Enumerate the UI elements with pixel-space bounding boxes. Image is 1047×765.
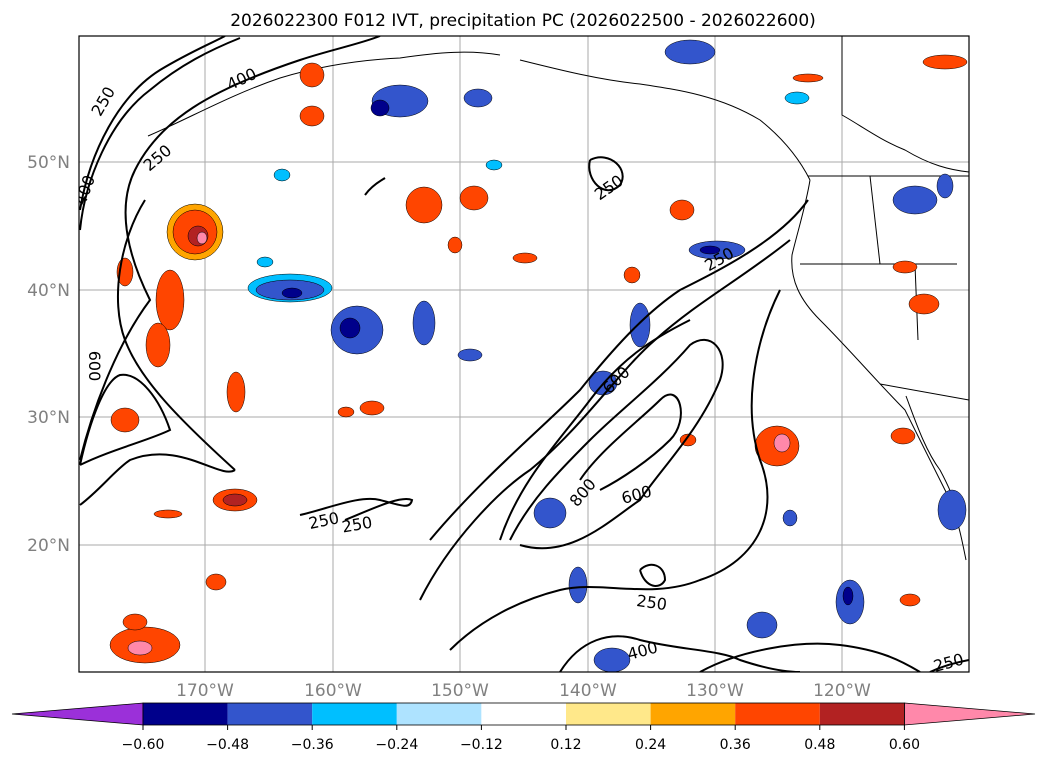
precip-cell: [405, 186, 443, 224]
colorbar-segment: [481, 703, 566, 725]
precip-cell: [629, 302, 651, 348]
lon-label: 170°W: [176, 681, 234, 701]
contour-label: 600: [85, 351, 104, 382]
precip-cell: [899, 593, 921, 607]
precip-cell: [908, 293, 940, 315]
graticule: [79, 36, 969, 672]
precip-cell: [299, 62, 325, 88]
precip-cell: [222, 493, 248, 507]
precip-cell: [936, 173, 954, 199]
precip-cell: [205, 573, 227, 591]
colorbar-outline: [142, 702, 905, 726]
lat-label: 40°N: [27, 281, 70, 301]
precip-cell: [669, 199, 695, 221]
precip-cell: [792, 73, 824, 83]
precip-cell: [281, 287, 303, 299]
precip-cell: [937, 489, 967, 531]
precip-cell: [623, 266, 641, 284]
colorbar-extend-right: [904, 702, 1036, 726]
precip-cell: [842, 586, 854, 606]
lat-label: 20°N: [27, 536, 70, 556]
lat-axis: 50°N 40°N 30°N 20°N: [27, 153, 70, 556]
lon-axis: 170°W 160°W 150°W 140°W 130°W 120°W: [176, 681, 871, 701]
colorbar-segment: [312, 703, 397, 725]
colorbar-segment: [819, 703, 905, 725]
precip-cell: [784, 91, 810, 105]
precip-cell: [110, 407, 140, 433]
lon-label: 120°W: [813, 681, 871, 701]
figure-title: 2026022300 F012 IVT, precipitation PC (2…: [230, 11, 816, 31]
colorbar-tick-label: −0.60: [122, 737, 165, 753]
lon-label: 140°W: [559, 681, 617, 701]
colorbar-tick-label: −0.12: [460, 737, 503, 753]
precip-cell: [485, 159, 503, 171]
precip-cell: [155, 269, 185, 331]
colorbar-ticks: [142, 725, 905, 730]
lon-label: 130°W: [686, 681, 744, 701]
colorbar-tick-label: −0.36: [291, 737, 334, 753]
colorbar-tick-label: −0.48: [206, 737, 249, 753]
lat-label: 30°N: [27, 408, 70, 428]
map-frame: [78, 35, 970, 673]
precip-cell: [890, 427, 916, 445]
colorbar-tick-label: 0.36: [720, 737, 751, 753]
precip-cell: [153, 509, 183, 519]
lat-label: 50°N: [27, 153, 70, 173]
precip-cell: [664, 39, 716, 65]
precip-shading: [109, 39, 968, 672]
colorbar-segment: [143, 703, 228, 725]
contour-label: 250: [635, 591, 668, 614]
precip-cell: [463, 88, 493, 108]
colorbar-segment: [735, 703, 820, 725]
colorbar-segment: [396, 703, 482, 725]
lon-label: 160°W: [304, 681, 362, 701]
precip-cell: [127, 640, 153, 656]
colorbar-tick-label: 0.12: [550, 737, 581, 753]
precip-cell: [359, 400, 385, 416]
contour-label: 250: [931, 650, 965, 676]
precip-cell: [299, 105, 325, 127]
colorbar-segment: [227, 703, 313, 725]
colorbar-segment: [566, 703, 651, 725]
precip-cell: [370, 99, 390, 117]
colorbar-tick-label: −0.24: [375, 737, 418, 753]
precip-cell: [196, 231, 208, 245]
precip-cell: [773, 433, 791, 453]
precip-cell: [459, 185, 489, 211]
precip-cell: [457, 348, 483, 362]
precip-cell: [746, 611, 778, 639]
colorbar-extend-left: [11, 702, 144, 726]
precip-cell: [699, 245, 721, 255]
precip-cell: [512, 252, 538, 264]
map-panel: 250 400 250 400 600 250 250 600 800 600 …: [78, 35, 970, 676]
ivt-contours: [79, 36, 969, 672]
colorbar-tick-label: 0.48: [804, 737, 835, 753]
precip-cell: [339, 317, 361, 339]
colorbar-tick-label: 0.24: [635, 737, 666, 753]
colorbar-segment: [650, 703, 736, 725]
precip-cell: [782, 509, 798, 527]
precip-cell: [256, 256, 274, 268]
precip-cell: [337, 406, 355, 418]
lon-label: 150°W: [431, 681, 489, 701]
precip-cell: [447, 236, 463, 254]
precip-cell: [892, 260, 918, 274]
precip-cell: [273, 168, 291, 182]
precip-cell: [145, 322, 171, 368]
precip-cell: [122, 613, 148, 631]
precip-cell: [568, 566, 588, 604]
precip-cell: [593, 647, 631, 672]
colorbar: −0.60 −0.48 −0.36 −0.24 −0.12 0.12 0.24 …: [11, 702, 1036, 753]
precip-cell: [412, 300, 436, 346]
precip-cell: [922, 54, 968, 70]
precip-cell: [226, 371, 246, 413]
colorbar-tick-label: 0.60: [889, 737, 920, 753]
precip-cell: [533, 497, 567, 529]
precip-cell: [892, 185, 938, 215]
